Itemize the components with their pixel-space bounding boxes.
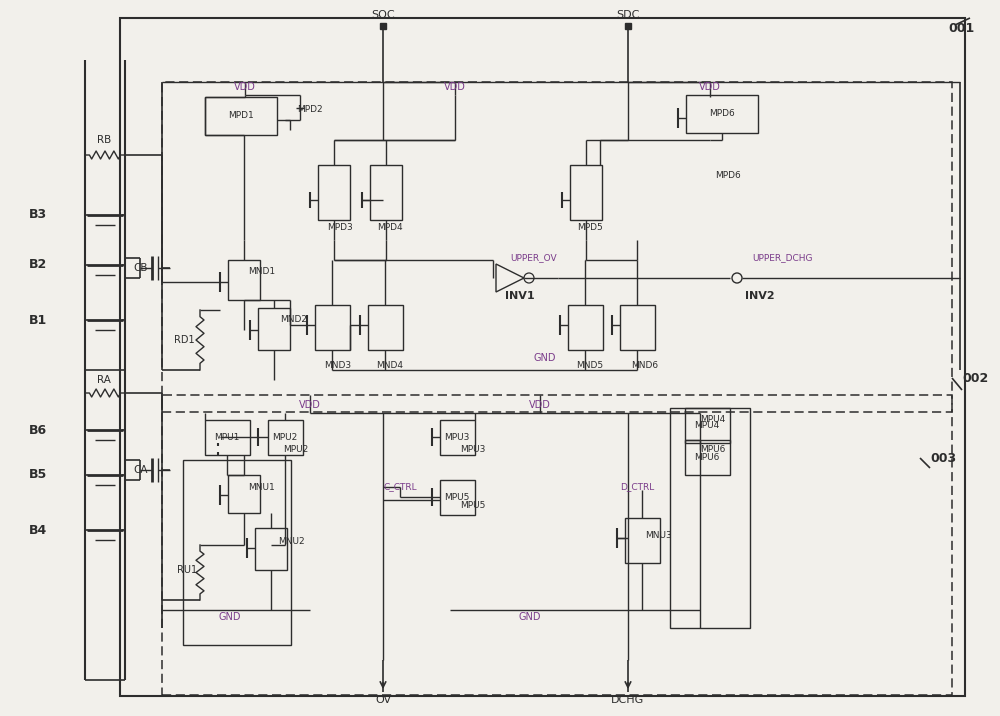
Text: MPU6: MPU6 <box>700 445 725 455</box>
Text: INV2: INV2 <box>745 291 775 301</box>
Bar <box>228 475 260 513</box>
Text: MND6: MND6 <box>631 360 659 369</box>
Text: MPU2: MPU2 <box>272 432 298 442</box>
Bar <box>685 440 730 475</box>
Text: UPPER_OV: UPPER_OV <box>510 253 557 263</box>
Text: 002: 002 <box>962 372 988 384</box>
Bar <box>315 305 350 350</box>
Bar <box>318 165 350 220</box>
Bar <box>370 165 402 220</box>
Bar <box>162 82 952 412</box>
Text: MPD2: MPD2 <box>297 105 323 115</box>
Text: MNU1: MNU1 <box>248 483 275 493</box>
Circle shape <box>732 273 742 283</box>
Text: MNU3: MNU3 <box>645 531 672 539</box>
Bar <box>205 97 277 135</box>
Text: RA: RA <box>97 375 111 385</box>
Text: B3: B3 <box>29 208 47 221</box>
Bar <box>570 165 602 220</box>
Text: MND5: MND5 <box>576 360 604 369</box>
Text: MNU2: MNU2 <box>278 538 305 546</box>
Text: CB: CB <box>134 263 148 273</box>
Bar <box>685 408 730 443</box>
Text: GND: GND <box>534 353 556 363</box>
Text: B1: B1 <box>29 314 47 326</box>
Text: 003: 003 <box>930 452 956 465</box>
Text: MPU3: MPU3 <box>460 445 485 455</box>
Bar <box>440 480 475 515</box>
Bar <box>670 408 750 628</box>
Text: GND: GND <box>219 612 241 622</box>
Text: MPD6: MPD6 <box>715 170 741 180</box>
Bar <box>625 518 660 563</box>
Text: MPU3: MPU3 <box>444 432 470 442</box>
Text: MPD4: MPD4 <box>377 223 403 233</box>
Text: UPPER_DCHG: UPPER_DCHG <box>752 253 812 263</box>
Text: CA: CA <box>134 465 148 475</box>
Text: MPD5: MPD5 <box>577 223 603 233</box>
Bar <box>228 260 260 300</box>
Bar <box>205 420 250 455</box>
Bar <box>620 305 655 350</box>
Text: MPU2: MPU2 <box>283 445 308 455</box>
Bar <box>258 308 290 350</box>
Text: SDC: SDC <box>616 10 640 20</box>
Text: OV: OV <box>375 695 391 705</box>
Text: DCHG: DCHG <box>611 695 645 705</box>
Text: B6: B6 <box>29 423 47 437</box>
Text: MND4: MND4 <box>376 360 404 369</box>
Text: SOC: SOC <box>371 10 395 20</box>
Text: MPU1: MPU1 <box>214 432 240 442</box>
Text: B4: B4 <box>29 523 47 536</box>
Text: GND: GND <box>519 612 541 622</box>
Text: MPU6: MPU6 <box>694 453 720 462</box>
Text: MND2: MND2 <box>280 316 307 324</box>
Text: VDD: VDD <box>699 82 721 92</box>
Text: 001: 001 <box>949 21 975 34</box>
Bar <box>686 95 758 133</box>
Text: VDD: VDD <box>299 400 321 410</box>
Text: MND3: MND3 <box>324 360 352 369</box>
Text: MPD3: MPD3 <box>327 223 353 233</box>
Bar <box>368 305 403 350</box>
Bar <box>268 420 303 455</box>
Text: B2: B2 <box>29 258 47 271</box>
Text: MPU5: MPU5 <box>444 493 470 501</box>
Bar <box>162 395 952 695</box>
Bar <box>440 420 475 455</box>
Text: MPU4: MPU4 <box>700 415 725 425</box>
Text: D_CTRL: D_CTRL <box>620 483 654 491</box>
Text: INV1: INV1 <box>505 291 535 301</box>
Text: VDD: VDD <box>529 400 551 410</box>
Bar <box>183 460 291 645</box>
Text: MPU4: MPU4 <box>694 420 720 430</box>
Text: MPU5: MPU5 <box>460 500 485 510</box>
Text: RB: RB <box>97 135 111 145</box>
Bar <box>120 18 965 696</box>
Text: MPD6: MPD6 <box>709 110 735 119</box>
Text: B5: B5 <box>29 468 47 481</box>
Text: RD1: RD1 <box>174 335 195 345</box>
Bar <box>255 528 287 570</box>
Text: RU1: RU1 <box>177 565 197 575</box>
Text: MND1: MND1 <box>248 268 275 276</box>
Text: VDD: VDD <box>234 82 256 92</box>
Text: VDD: VDD <box>444 82 466 92</box>
Bar <box>568 305 603 350</box>
Text: MPD1: MPD1 <box>228 112 254 120</box>
Text: C_CTRL: C_CTRL <box>383 483 417 491</box>
